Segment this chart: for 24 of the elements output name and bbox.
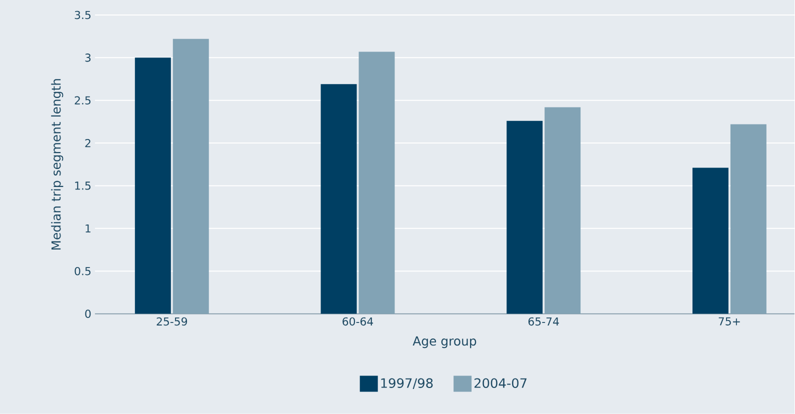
legend-label: 2004-07 xyxy=(474,378,527,388)
y-tick-label: 0.5 xyxy=(74,267,90,276)
bar xyxy=(358,52,395,314)
x-tick-label: 60-64 xyxy=(342,317,374,326)
x-tick-label: 65-74 xyxy=(528,317,559,326)
y-tick-label: 3.5 xyxy=(74,10,90,20)
y-tick-label: 2 xyxy=(85,139,90,148)
bar xyxy=(506,120,543,314)
legend-label: 1997/98 xyxy=(381,378,433,390)
x-axis-title: Age group xyxy=(412,336,476,348)
bar xyxy=(134,58,171,314)
bar xyxy=(544,107,581,314)
bar xyxy=(320,84,357,314)
y-axis-title: Median trip segment length xyxy=(51,79,64,250)
bar xyxy=(172,39,209,314)
y-tick-label: 1 xyxy=(86,224,90,233)
bar xyxy=(730,124,766,314)
x-tick-label: 75+ xyxy=(718,317,740,326)
x-tick-label: 25-59 xyxy=(156,317,188,326)
y-tick-label: 3 xyxy=(85,54,91,62)
y-tick-label: 0 xyxy=(85,310,91,318)
bar xyxy=(692,168,728,314)
y-tick-label: 2.5 xyxy=(74,96,90,105)
y-tick-label: 1.5 xyxy=(75,182,90,190)
